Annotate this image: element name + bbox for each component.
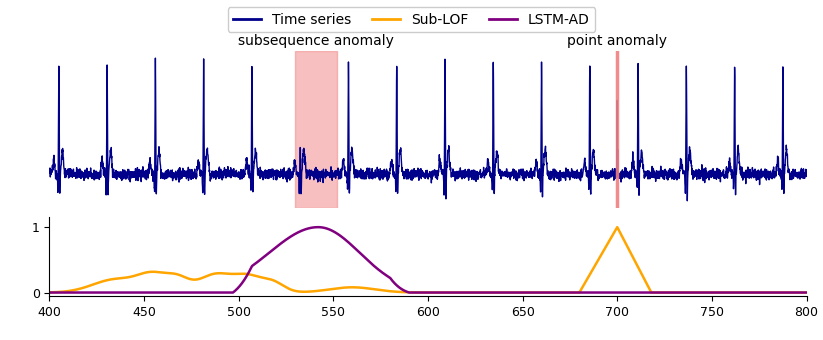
- Sub-LOF: [366, 287, 376, 291]
- Time series: [44, 167, 54, 171]
- LSTM-AD: [151, 290, 160, 294]
- LSTM-AD: [44, 290, 54, 294]
- Sub-LOF: [151, 270, 160, 274]
- Time series: [682, 199, 692, 203]
- LSTM-AD: [314, 225, 323, 229]
- Line: Sub-LOF: Sub-LOF: [49, 227, 807, 292]
- Sub-LOF: [44, 290, 54, 294]
- Time series: [375, 177, 385, 181]
- Bar: [295, 51, 337, 208]
- Text: point anomaly: point anomaly: [567, 34, 667, 48]
- Line: Time series: Time series: [49, 58, 807, 201]
- Text: subsequence anomaly: subsequence anomaly: [239, 34, 394, 48]
- LSTM-AD: [375, 269, 385, 273]
- LSTM-AD: [367, 262, 377, 266]
- Time series: [802, 170, 811, 174]
- Time series: [560, 172, 570, 176]
- Sub-LOF: [195, 277, 205, 281]
- Time series: [195, 171, 205, 175]
- Legend: Time series, Sub-LOF, LSTM-AD: Time series, Sub-LOF, LSTM-AD: [227, 7, 596, 32]
- LSTM-AD: [425, 290, 435, 294]
- LSTM-AD: [195, 290, 205, 294]
- LSTM-AD: [560, 290, 570, 294]
- Sub-LOF: [612, 225, 622, 229]
- Time series: [425, 170, 435, 174]
- Sub-LOF: [802, 290, 811, 294]
- Sub-LOF: [425, 290, 435, 294]
- Time series: [151, 56, 160, 60]
- Line: LSTM-AD: LSTM-AD: [49, 227, 807, 292]
- Sub-LOF: [375, 288, 385, 292]
- Time series: [367, 174, 377, 178]
- LSTM-AD: [802, 290, 811, 294]
- Sub-LOF: [560, 290, 570, 294]
- Time series: [151, 188, 161, 192]
